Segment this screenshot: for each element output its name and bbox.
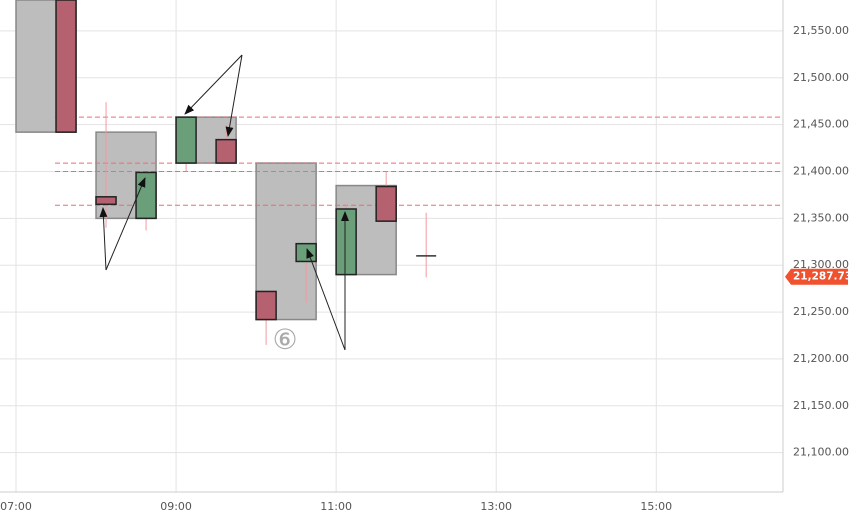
price-tag-label: 21,287.73 [793,271,852,283]
candle-body [135,171,157,220]
y-tick-label: 21,250.00 [793,305,849,318]
candle-body [55,0,77,133]
y-tick-label: 21,550.00 [793,24,849,37]
y-tick-label: 21,450.00 [793,118,849,131]
y-tick-label: 21,100.00 [793,446,849,459]
x-tick-label: 15:00 [640,500,672,513]
arrow [225,54,243,137]
candle-body [295,242,317,263]
arrow [306,248,346,351]
x-tick-label: 09:00 [160,500,192,513]
x-tick-label: 07:00 [0,500,32,513]
y-tick-label: 21,300.00 [793,258,849,271]
arrows [99,54,349,351]
candle-body [375,185,397,222]
x-tick-label: 11:00 [320,500,352,513]
y-tick-label: 21,500.00 [793,71,849,84]
arrow [105,177,146,271]
price-tag [785,268,848,285]
candle-body [255,290,277,321]
y-tick-label: 21,400.00 [793,164,849,177]
candle-body [175,116,197,164]
candle-body [335,208,357,276]
x-tick-label: 13:00 [480,500,512,513]
y-tick-label: 21,350.00 [793,211,849,224]
arrow [184,54,243,115]
y-tick-label: 21,150.00 [793,399,849,412]
y-tick-label: 21,200.00 [793,352,849,365]
candle-body [215,138,237,164]
annotation: ⑥ [272,323,297,356]
arrow [99,207,108,271]
candle-body [95,196,117,206]
